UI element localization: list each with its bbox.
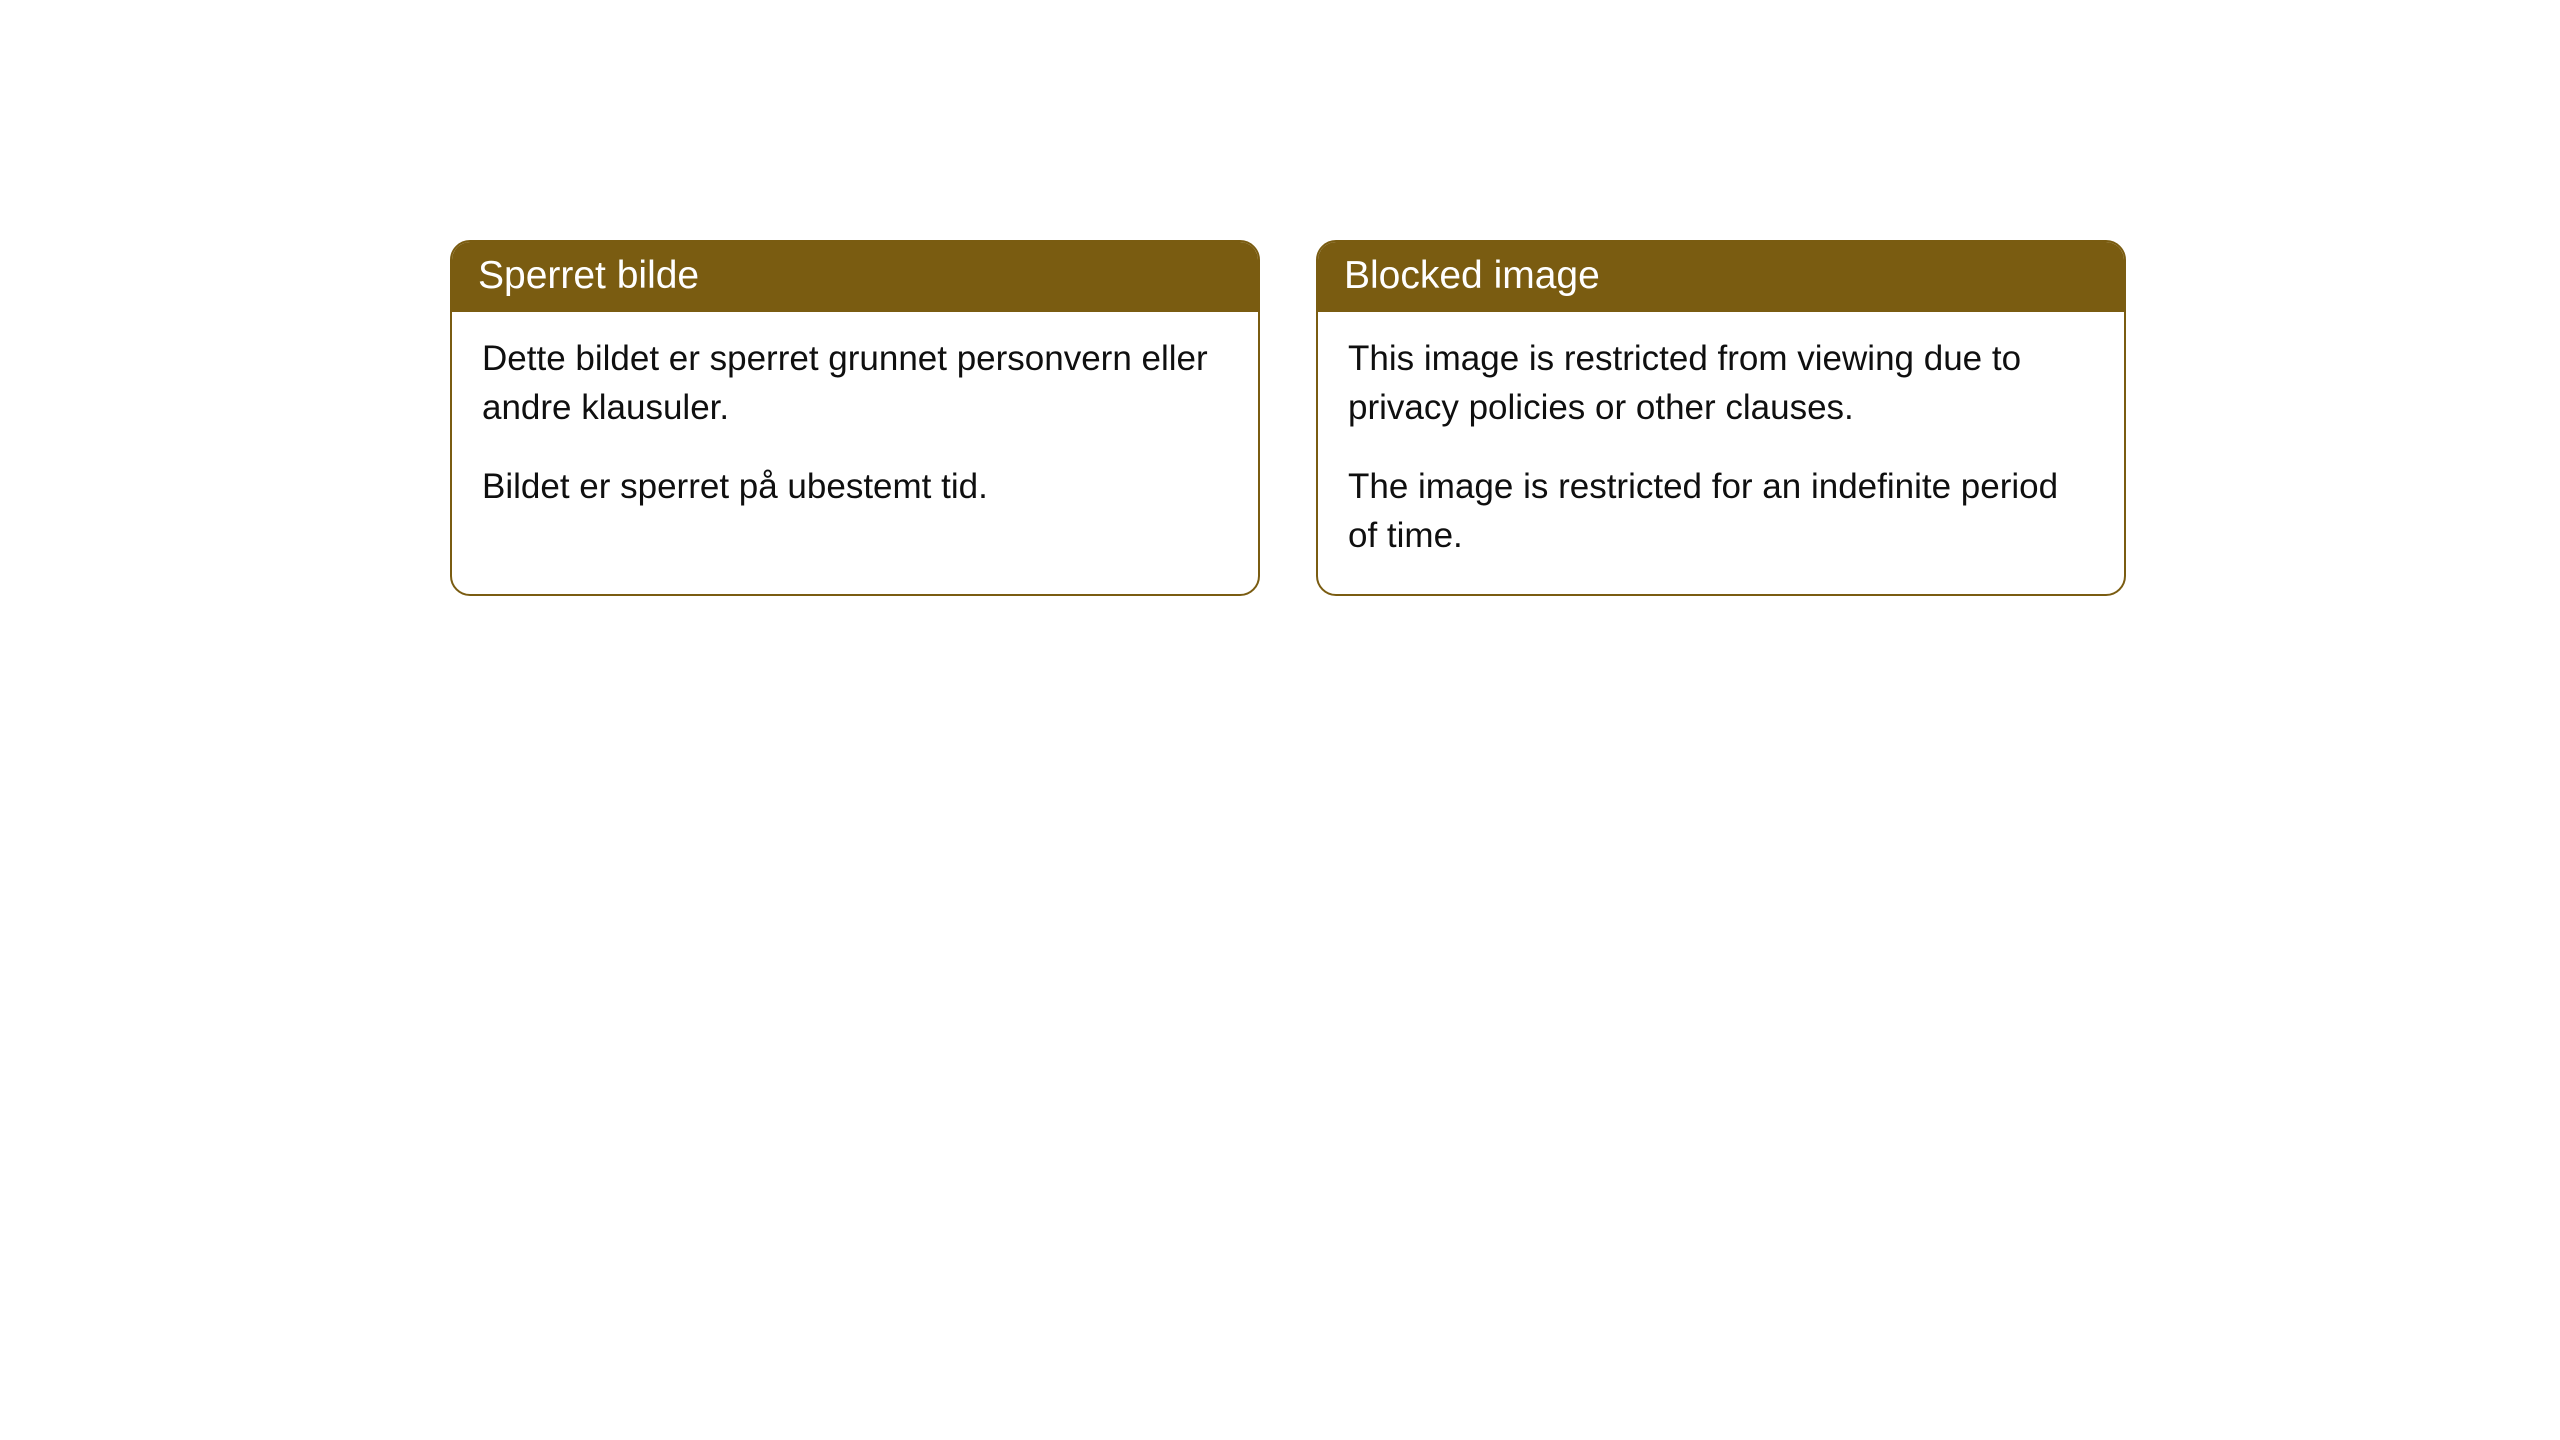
card-title: Sperret bilde — [478, 254, 699, 297]
card-paragraph-1: This image is restricted from viewing du… — [1348, 334, 2094, 432]
card-body-english: This image is restricted from viewing du… — [1318, 312, 2124, 594]
card-paragraph-2: Bildet er sperret på ubestemt tid. — [482, 462, 1228, 511]
card-body-norwegian: Dette bildet er sperret grunnet personve… — [452, 312, 1258, 545]
cards-container: Sperret bilde Dette bildet er sperret gr… — [450, 240, 2126, 596]
card-english: Blocked image This image is restricted f… — [1316, 240, 2126, 596]
card-norwegian: Sperret bilde Dette bildet er sperret gr… — [450, 240, 1260, 596]
card-paragraph-2: The image is restricted for an indefinit… — [1348, 462, 2094, 560]
card-header-english: Blocked image — [1318, 242, 2124, 312]
card-header-norwegian: Sperret bilde — [452, 242, 1258, 312]
card-title: Blocked image — [1344, 254, 1600, 297]
card-paragraph-1: Dette bildet er sperret grunnet personve… — [482, 334, 1228, 432]
